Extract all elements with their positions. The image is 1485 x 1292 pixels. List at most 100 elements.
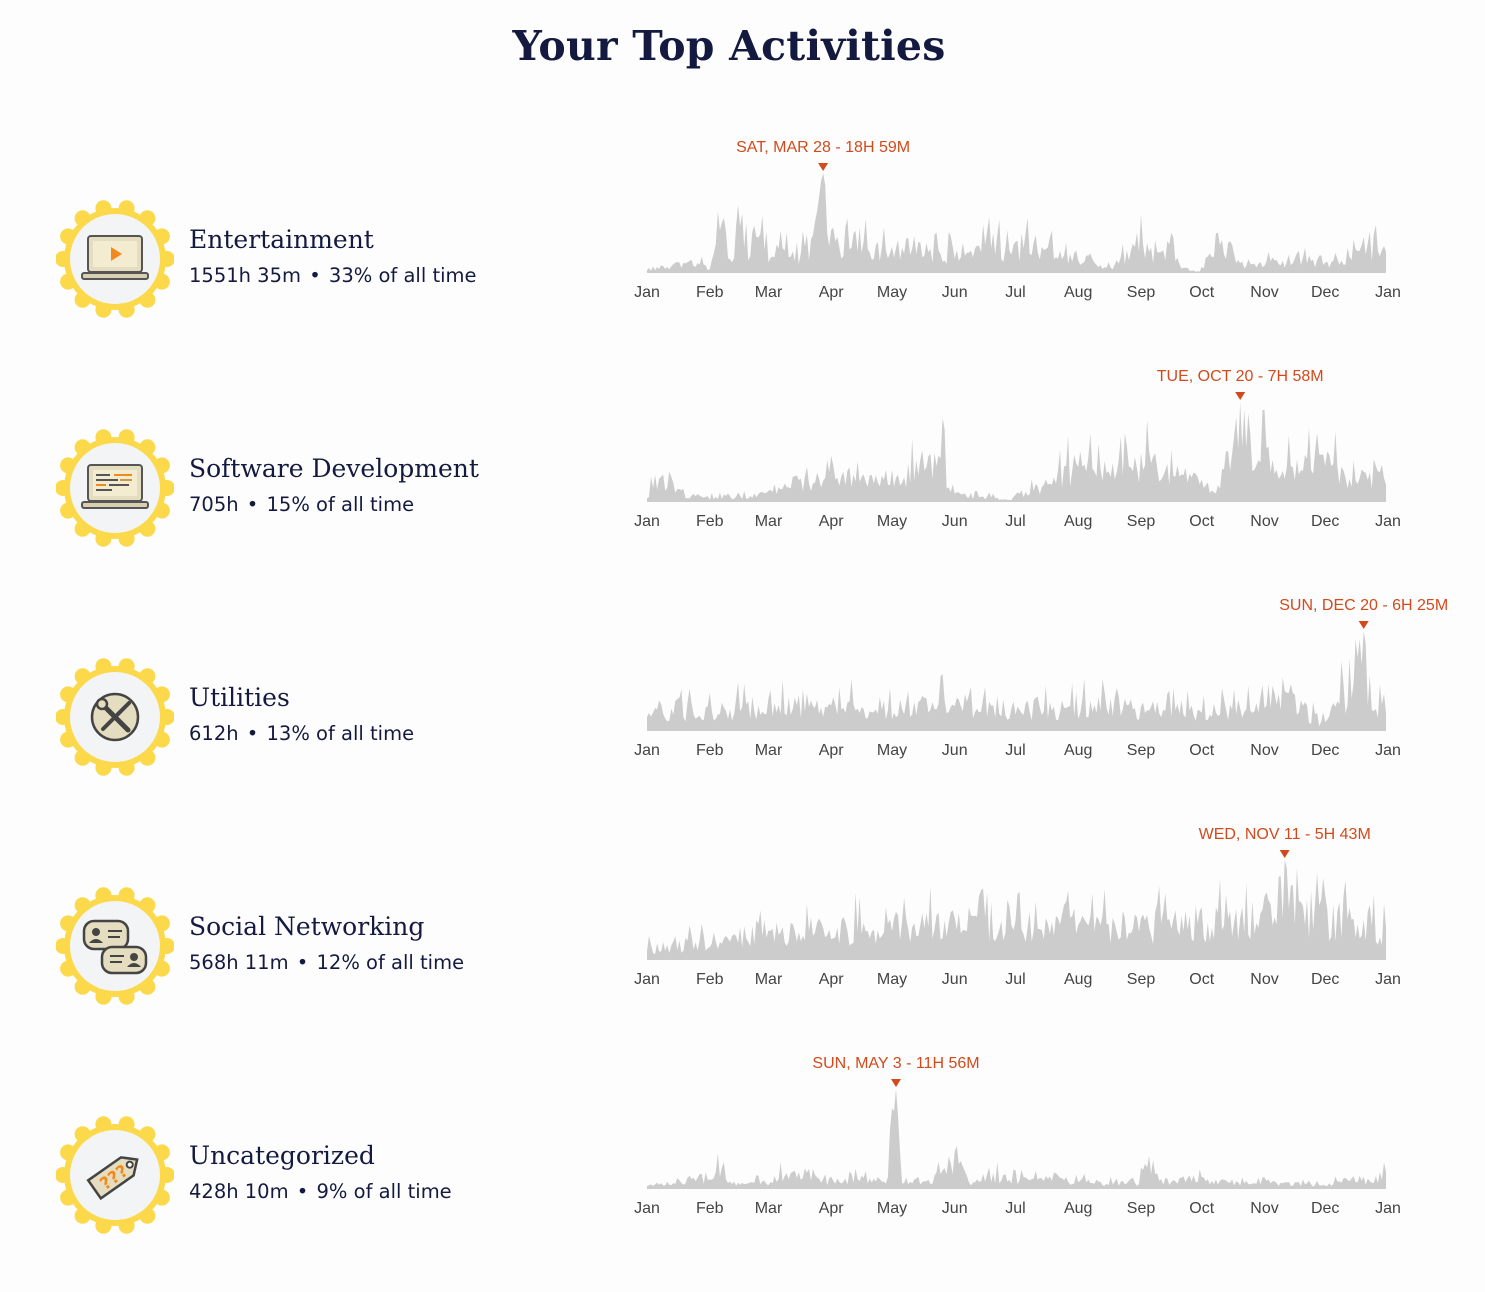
activity-badge	[56, 658, 174, 776]
activity-chart: Jan Feb Mar Apr May Jun Jul Aug Sep Oct Nov Dec Jan T…	[634, 368, 1401, 530]
x-tick-label: Jun	[942, 1200, 968, 1217]
x-tick-label: Nov	[1250, 971, 1278, 988]
activity-row: Utilities 612h • 13% of all time Jan Feb M…	[0, 568, 1485, 776]
x-tick-label: Oct	[1189, 742, 1214, 759]
activity-badge	[56, 429, 174, 547]
x-tick-label: Apr	[819, 1200, 845, 1217]
peak-label: SUN, DEC 20 - 6H 25M	[1279, 597, 1448, 614]
x-tick-label: Oct	[1189, 971, 1214, 988]
x-tick-label: Jun	[942, 284, 968, 301]
separator-dot: •	[246, 722, 259, 745]
activity-stats: 1551h 35m • 33% of all time	[189, 264, 477, 287]
page-title: Your Top Activities	[512, 22, 946, 70]
x-tick-label: Sep	[1127, 513, 1156, 530]
activity-chart: Jan Feb Mar Apr May Jun Jul Aug Sep Oct Nov Dec Jan W…	[634, 826, 1401, 988]
x-tick-label: Apr	[819, 513, 845, 530]
x-tick-label: May	[877, 971, 907, 988]
x-tick-label: Feb	[696, 1200, 724, 1217]
activity-share: 33% of all time	[328, 264, 477, 287]
x-tick-label: Dec	[1311, 284, 1339, 301]
activity-stats: 428h 10m • 9% of all time	[189, 1180, 452, 1203]
activity-badge	[56, 887, 174, 1005]
activity-area-series	[647, 402, 1386, 502]
activity-hours: 568h 11m	[189, 951, 289, 974]
separator-dot: •	[309, 264, 321, 287]
peak-label: SAT, MAR 28 - 18H 59M	[736, 139, 910, 156]
x-tick-label: Jan	[1375, 284, 1401, 301]
activity-share: 9% of all time	[316, 1180, 452, 1203]
peak-marker	[818, 163, 829, 171]
x-tick-label: Oct	[1189, 513, 1214, 530]
question-tag-icon: ???	[56, 1116, 174, 1234]
activity-name: Utilities	[189, 683, 290, 712]
x-tick-label: Sep	[1127, 971, 1156, 988]
peak-marker	[1279, 850, 1290, 858]
x-tick-label: Mar	[755, 513, 783, 530]
activity-area-series	[647, 860, 1386, 960]
x-tick-label: Nov	[1250, 1200, 1278, 1217]
activity-name: Uncategorized	[189, 1141, 375, 1170]
activity-stats: 705h • 15% of all time	[189, 493, 414, 516]
x-tick-label: Jul	[1005, 1200, 1025, 1217]
x-tick-label: Mar	[755, 742, 783, 759]
activity-chart: Jan Feb Mar Apr May Jun Jul Aug Sep Oct Nov Dec Jan S…	[634, 139, 1401, 301]
x-tick-label: Jul	[1005, 742, 1025, 759]
peak-marker	[1235, 392, 1246, 400]
x-tick-label: May	[877, 513, 907, 530]
x-tick-label: Feb	[696, 971, 724, 988]
peak-label: SUN, MAY 3 - 11H 56M	[812, 1055, 979, 1072]
activity-share: 13% of all time	[266, 722, 415, 745]
activity-name: Entertainment	[189, 225, 374, 254]
x-tick-label: Jan	[634, 1200, 660, 1217]
x-tick-label: Sep	[1127, 284, 1156, 301]
activity-share: 15% of all time	[266, 493, 415, 516]
peak-marker	[891, 1079, 901, 1087]
activity-row: Software Development 705h • 15% of all t…	[0, 339, 1485, 547]
x-tick-label: Jul	[1005, 513, 1025, 530]
x-tick-label: Jan	[1375, 742, 1401, 759]
x-tick-label: Apr	[819, 742, 845, 759]
x-tick-label: Aug	[1064, 284, 1092, 301]
x-tick-label: Oct	[1189, 1200, 1214, 1217]
x-tick-label: Jan	[634, 742, 660, 759]
x-tick-label: Jun	[942, 742, 968, 759]
separator-dot: •	[296, 1180, 309, 1203]
activity-row: ??? Uncategorized 428h 10m • 9% of all t…	[0, 1026, 1485, 1234]
x-tick-label: Aug	[1064, 513, 1092, 530]
separator-dot: •	[296, 951, 309, 974]
activity-stats: 568h 11m • 12% of all time	[189, 951, 464, 974]
x-tick-label: Dec	[1311, 1200, 1339, 1217]
activity-stats: 612h • 13% of all time	[189, 722, 414, 745]
x-tick-label: Aug	[1064, 742, 1092, 759]
x-tick-label: May	[877, 742, 907, 759]
x-tick-label: May	[877, 1200, 907, 1217]
activity-badge: ???	[56, 1116, 174, 1234]
x-tick-label: Jan	[1375, 513, 1401, 530]
laptop-play-icon	[56, 200, 174, 318]
x-tick-label: Feb	[696, 513, 724, 530]
peak-marker	[1358, 621, 1369, 629]
x-tick-label: Aug	[1064, 1200, 1092, 1217]
separator-dot: •	[246, 493, 259, 516]
wrench-screwdriver-icon	[56, 658, 174, 776]
x-tick-label: Jan	[634, 284, 660, 301]
x-tick-label: Jan	[634, 513, 660, 530]
chat-people-icon	[56, 887, 174, 1005]
x-tick-label: Sep	[1127, 1200, 1156, 1217]
activity-hours: 705h	[189, 493, 239, 516]
x-tick-label: Mar	[755, 971, 783, 988]
x-tick-label: Nov	[1250, 742, 1278, 759]
x-tick-label: Jan	[634, 971, 660, 988]
x-tick-label: May	[877, 284, 907, 301]
x-tick-label: Aug	[1064, 971, 1092, 988]
laptop-code-icon	[56, 429, 174, 547]
activity-name: Social Networking	[189, 912, 425, 941]
x-tick-label: Nov	[1250, 284, 1278, 301]
x-tick-label: Mar	[755, 284, 783, 301]
x-tick-label: Jul	[1005, 284, 1025, 301]
x-tick-label: Mar	[755, 1200, 783, 1217]
x-tick-label: Feb	[696, 284, 724, 301]
x-tick-label: Jul	[1005, 971, 1025, 988]
x-tick-label: Apr	[819, 971, 845, 988]
activity-hours: 1551h 35m	[189, 264, 301, 287]
